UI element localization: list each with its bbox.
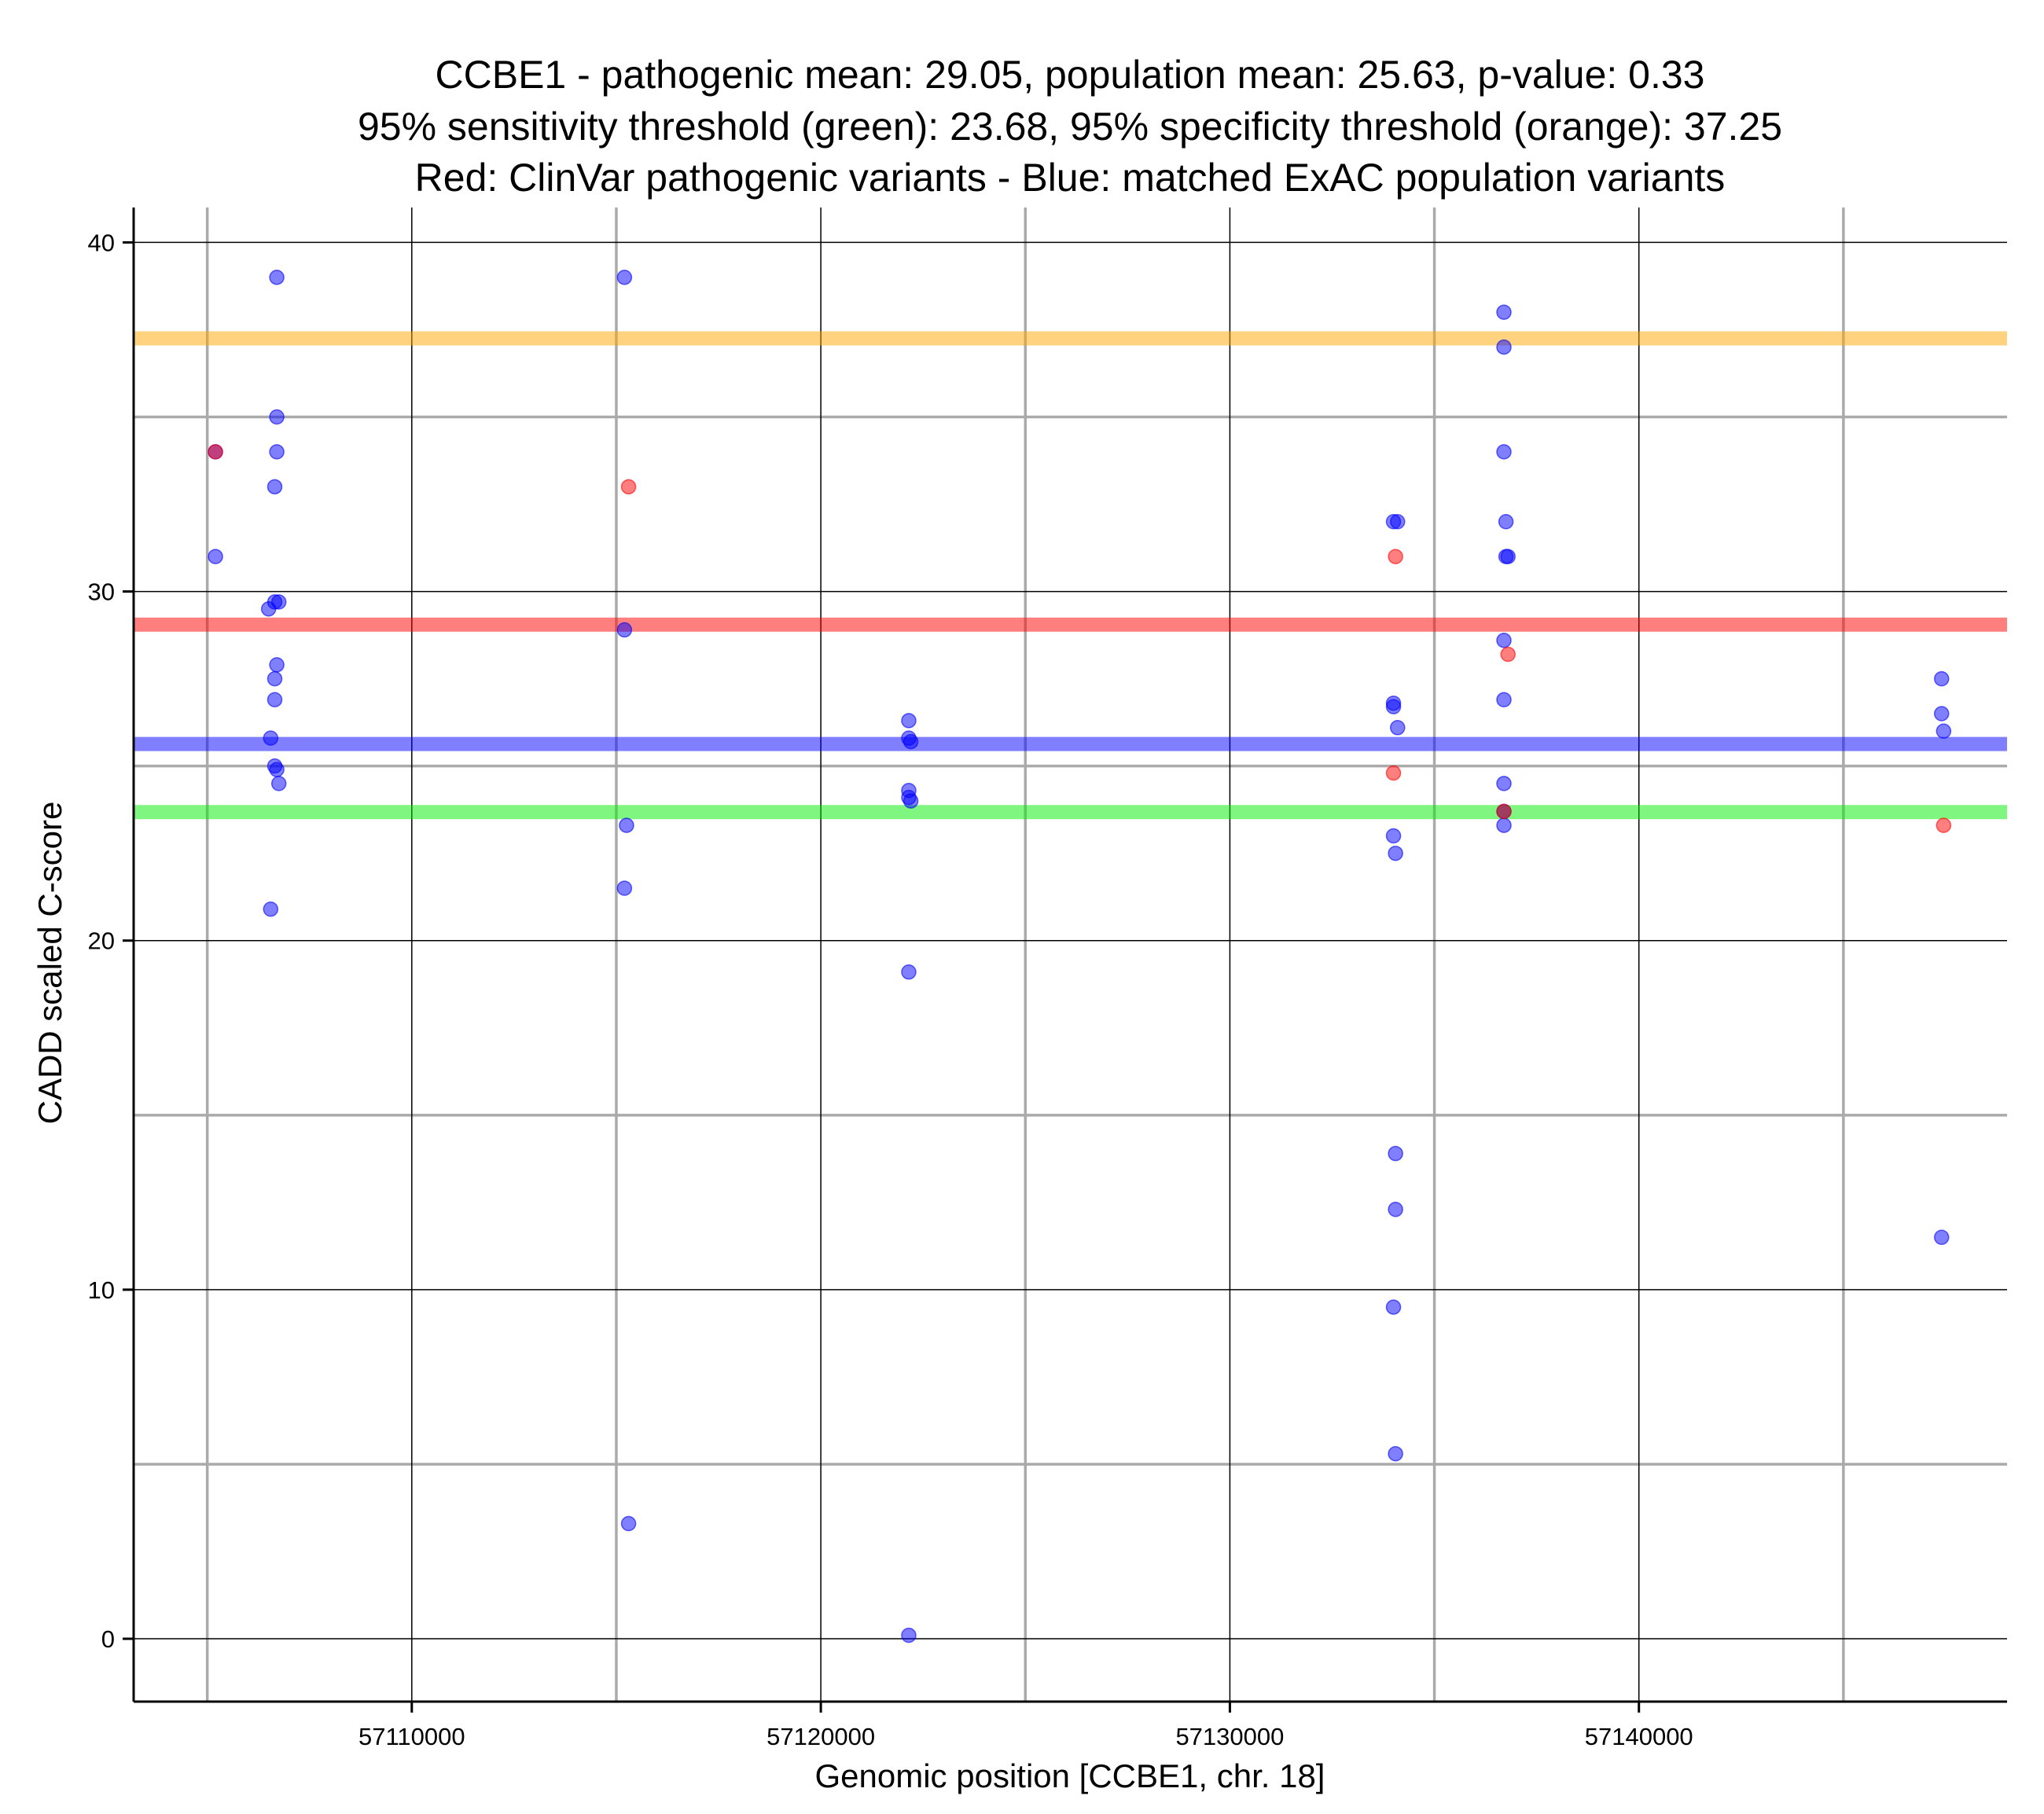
- population-point: [267, 692, 283, 708]
- population-point: [269, 270, 285, 285]
- population-point: [620, 1515, 637, 1532]
- chart-title-line: Red: ClinVar pathogenic variants - Blue:…: [415, 156, 1726, 200]
- y-tick-label: 40: [88, 229, 115, 256]
- population-point: [1385, 699, 1402, 714]
- population-point: [1496, 633, 1512, 648]
- x-tick-label: 57130000: [1175, 1723, 1284, 1750]
- population-point: [1498, 513, 1514, 530]
- chart-title-line: CCBE1 - pathogenic mean: 29.05, populati…: [436, 53, 1705, 97]
- pathogenic-point: [208, 444, 223, 460]
- population-point: [1936, 723, 1952, 739]
- population-point: [1389, 720, 1406, 736]
- population-point: [1388, 1201, 1403, 1217]
- population-point: [267, 670, 283, 687]
- pathogenic-point: [620, 479, 637, 495]
- population-point: [1496, 776, 1512, 791]
- population-point: [1496, 339, 1512, 355]
- population-point: [269, 762, 285, 777]
- x-axis-label: Genomic position [CCBE1, chr. 18]: [815, 1757, 1325, 1794]
- population-point: [270, 594, 287, 610]
- population-point: [616, 880, 633, 896]
- y-tick-label: 10: [88, 1276, 115, 1304]
- population-point: [1934, 1229, 1950, 1246]
- population-point: [208, 549, 223, 564]
- population-point: [616, 622, 633, 638]
- population-point: [619, 817, 634, 833]
- population-point: [1496, 817, 1512, 833]
- population-point: [903, 733, 919, 750]
- threshold-lines: [134, 331, 2007, 820]
- y-tick-label: 0: [101, 1625, 115, 1653]
- axes: [123, 207, 2007, 1713]
- population-point: [1500, 549, 1516, 564]
- population-point: [903, 793, 919, 809]
- pathogenic-point: [1936, 817, 1952, 833]
- population-point: [1934, 670, 1950, 687]
- population-point: [1385, 1299, 1402, 1315]
- pathogenic-point: [1388, 549, 1403, 564]
- population-point: [616, 270, 633, 285]
- x-tick-label: 57140000: [1585, 1723, 1693, 1750]
- chart-title: CCBE1 - pathogenic mean: 29.05, populati…: [358, 53, 1782, 200]
- population-point: [1388, 845, 1403, 861]
- population-point: [269, 409, 285, 425]
- population-point: [1389, 513, 1406, 530]
- population-point: [1388, 1445, 1403, 1462]
- y-tick-label: 20: [88, 927, 115, 955]
- population-point: [1934, 706, 1950, 722]
- tick-labels: 57110000 57120000 57130000 57140000 0 10 20 30 4…: [88, 229, 1693, 1750]
- population-point: [1385, 828, 1402, 844]
- data-points: [208, 270, 1952, 1643]
- pathogenic-point: [1500, 646, 1516, 663]
- population-point: [901, 1627, 917, 1643]
- chart-title-line: 95% sensitivity threshold (green): 23.68…: [358, 105, 1782, 149]
- population-point: [1388, 1145, 1403, 1162]
- pathogenic-point: [1385, 765, 1402, 781]
- population-point: [1496, 304, 1512, 320]
- population-point: [269, 657, 285, 673]
- y-axis-label: CADD scaled C-score: [31, 802, 68, 1125]
- population-point: [263, 901, 279, 917]
- grid-lines: [134, 207, 2007, 1702]
- population-point: [269, 444, 285, 460]
- population-point: [901, 713, 917, 729]
- population-point: [1496, 444, 1512, 460]
- population-point: [267, 479, 283, 495]
- population-point: [1496, 692, 1512, 708]
- x-tick-label: 57120000: [766, 1723, 875, 1750]
- population-point: [901, 964, 917, 980]
- pathogenic-point: [1496, 803, 1512, 820]
- x-tick-label: 57110000: [358, 1723, 465, 1750]
- population-point: [270, 776, 287, 791]
- y-tick-label: 30: [88, 578, 115, 606]
- population-point: [263, 730, 279, 746]
